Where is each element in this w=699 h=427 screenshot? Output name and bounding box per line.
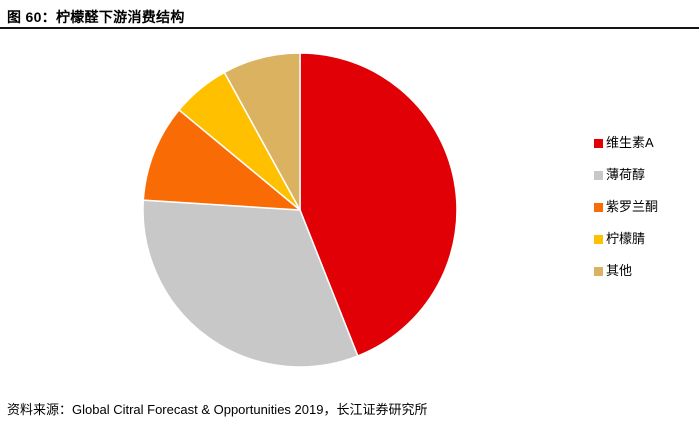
legend-swatch-icon [594, 170, 603, 180]
title-divider [0, 27, 699, 29]
legend-swatch-icon [594, 266, 603, 276]
legend-swatch-icon [594, 138, 603, 148]
legend-label: 其他 [606, 263, 633, 278]
legend-swatch-icon [594, 202, 603, 212]
legend-swatch-icon [594, 234, 603, 244]
pie-slice-0[interactable] [299, 52, 458, 357]
pie-slice-1[interactable] [142, 199, 359, 368]
legend-label: 紫罗兰酮 [606, 199, 659, 214]
legend-item-3[interactable]: 柠檬腈 [594, 232, 658, 246]
chart-legend: 维生素A 薄荷醇紫罗兰酮柠檬腈其他 [594, 136, 658, 278]
legend-label: 薄荷醇 [606, 167, 646, 182]
pie-slice-2[interactable] [142, 109, 301, 211]
pie-chart [142, 52, 458, 368]
source-note: 资料来源：Global Citral Forecast & Opportunit… [7, 402, 428, 417]
legend-item-2[interactable]: 紫罗兰酮 [594, 200, 658, 214]
legend-item-1[interactable]: 薄荷醇 [594, 168, 658, 182]
legend-item-0[interactable]: 维生素A [594, 136, 658, 150]
legend-label: 柠檬腈 [606, 231, 646, 246]
legend-item-4[interactable]: 其他 [594, 264, 658, 278]
pie-slice-4[interactable] [223, 52, 301, 211]
legend-label: 维生素A [606, 135, 654, 150]
figure-title: 图 60：柠檬醛下游消费结构 [7, 9, 185, 25]
